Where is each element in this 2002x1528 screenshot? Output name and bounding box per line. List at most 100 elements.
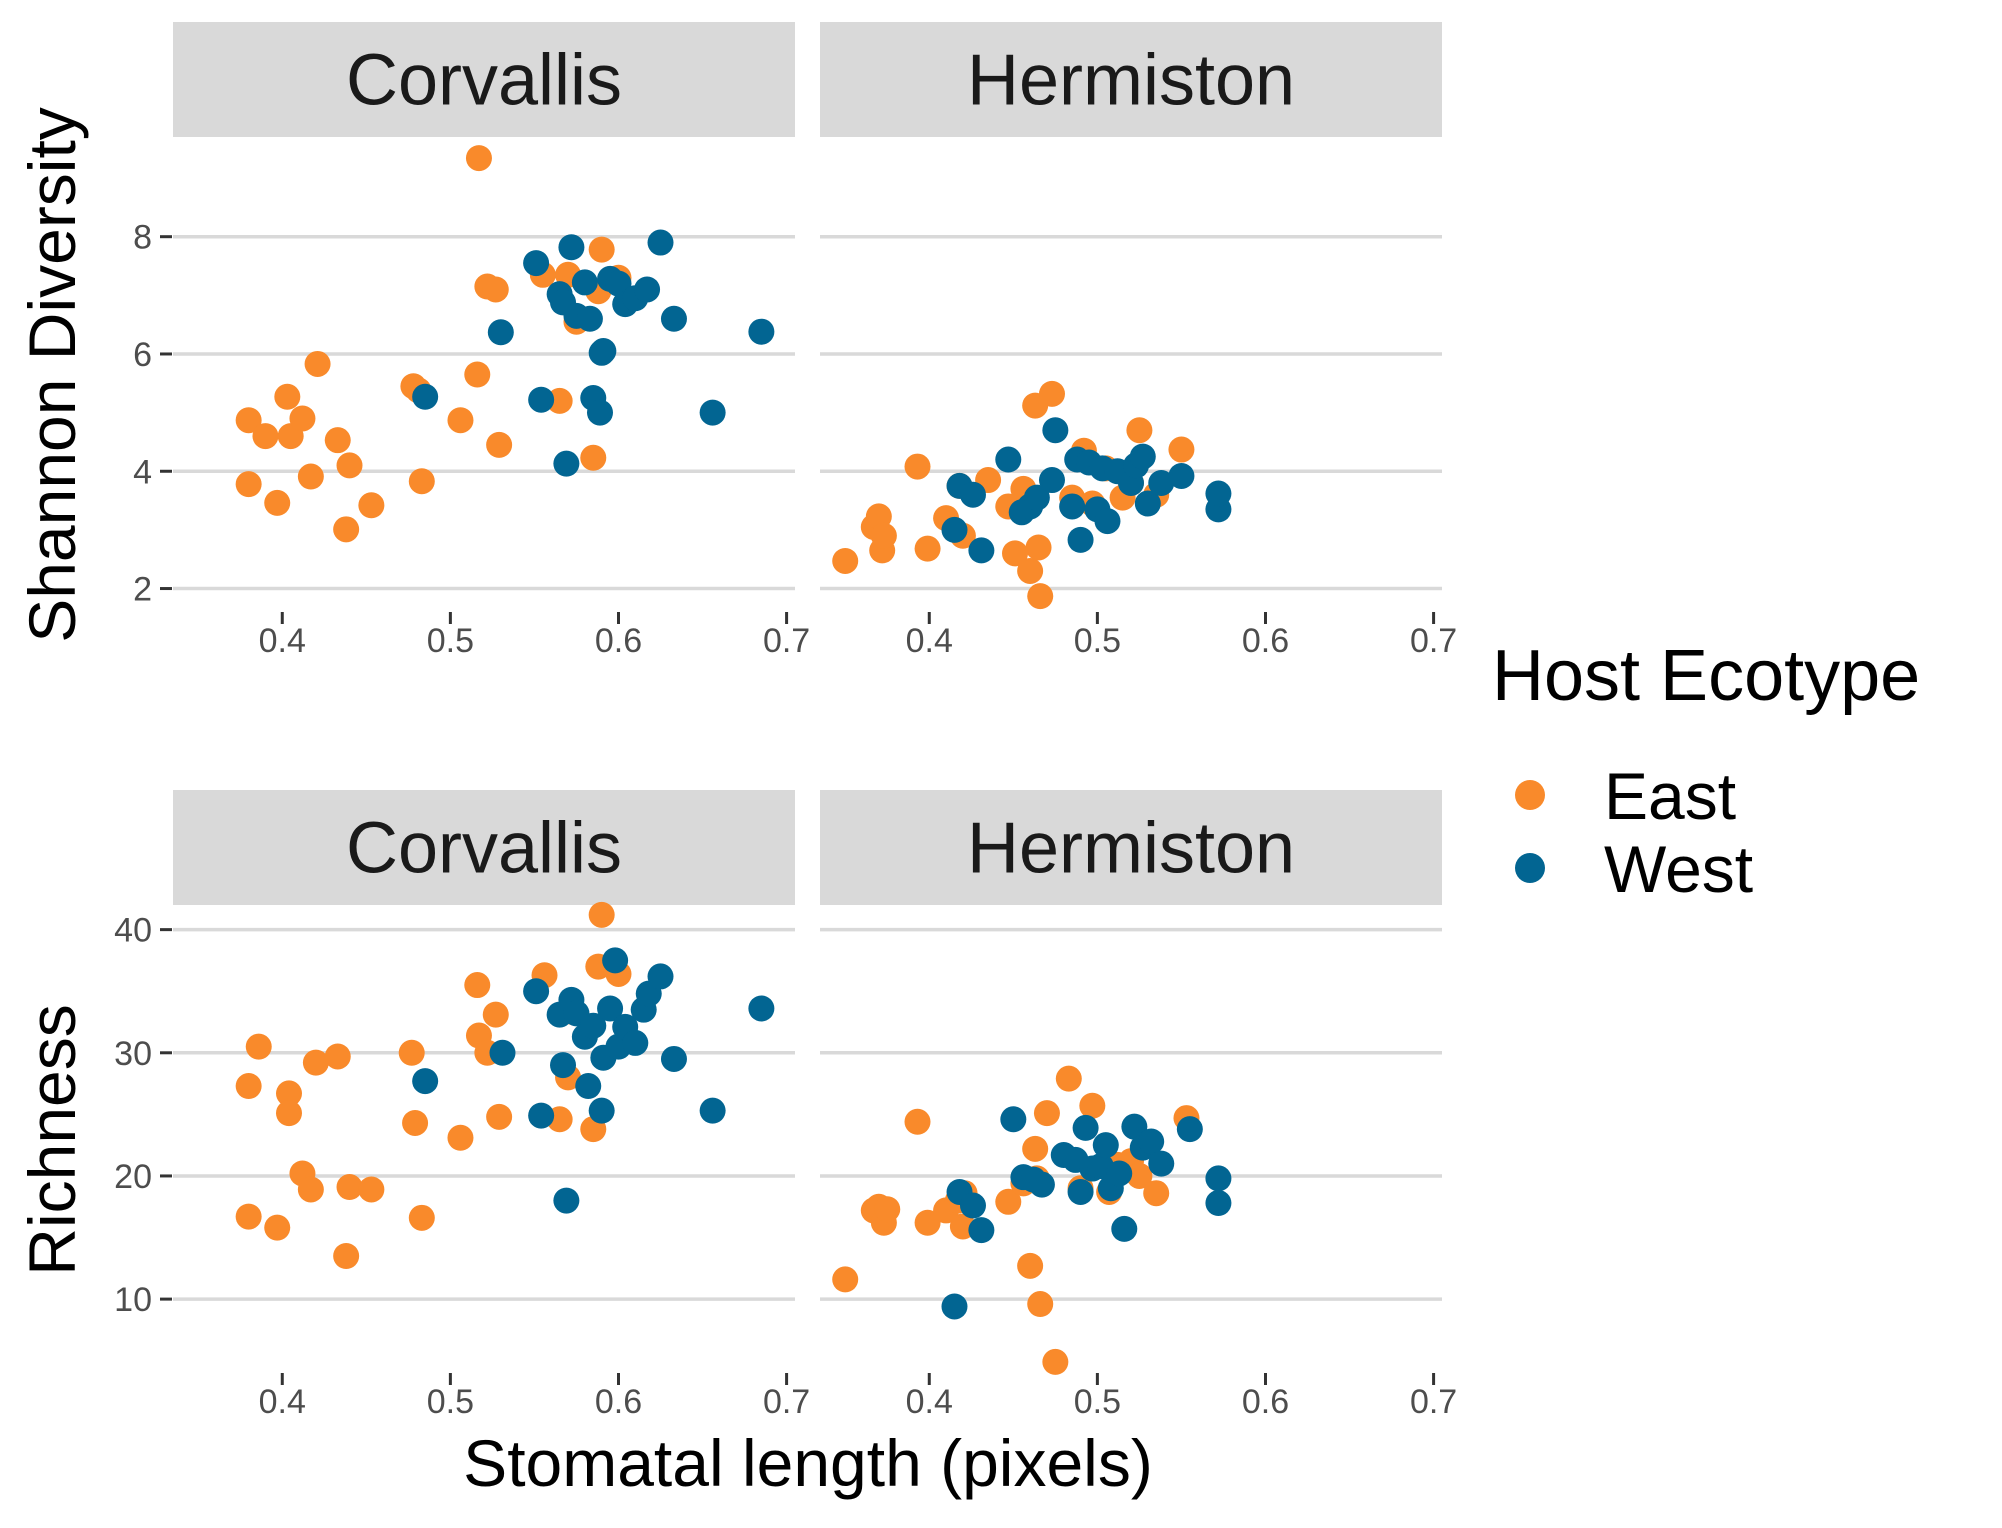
point-west — [1106, 1160, 1133, 1187]
x-tick-label: 0.6 — [1242, 622, 1289, 660]
y-tick-label: 10 — [114, 1281, 152, 1319]
point-east — [235, 1073, 262, 1100]
point-west — [528, 1102, 555, 1129]
facet-strip-label: Hermiston — [967, 41, 1295, 121]
point-west — [1168, 462, 1195, 489]
point-west — [1121, 1113, 1148, 1140]
point-west — [1067, 526, 1094, 553]
x-tick-label: 0.5 — [427, 622, 474, 660]
facet-strip-label: Corvallis — [346, 41, 622, 121]
y-tick-label: 2 — [133, 571, 152, 609]
legend-label-west: West — [1604, 832, 1753, 906]
point-east — [235, 407, 262, 434]
point-west — [590, 338, 617, 365]
point-east — [402, 1109, 429, 1136]
point-east — [482, 276, 509, 303]
point-west — [660, 305, 687, 332]
point-east — [1017, 557, 1044, 584]
point-east — [832, 547, 859, 574]
point-west — [1072, 1114, 1099, 1141]
legend: Host Ecotype East West — [1492, 636, 1920, 906]
point-west — [1028, 1171, 1055, 1198]
point-west — [1148, 1150, 1175, 1177]
point-west — [597, 995, 624, 1022]
point-east — [482, 1001, 509, 1028]
x-tick-label: 0.6 — [1242, 1383, 1289, 1421]
point-west — [748, 995, 775, 1022]
point-west — [660, 1045, 687, 1072]
point-west — [941, 1293, 968, 1320]
point-east — [1055, 1065, 1082, 1092]
point-east — [486, 431, 513, 458]
point-east — [333, 516, 360, 543]
point-east — [408, 1204, 435, 1231]
point-west — [523, 978, 550, 1005]
point-west — [489, 1039, 516, 1066]
point-east — [304, 350, 331, 377]
point-west — [588, 1097, 615, 1124]
point-east — [486, 1103, 513, 1130]
point-west — [959, 1192, 986, 1219]
legend-title: Host Ecotype — [1492, 636, 1920, 716]
point-west — [1134, 490, 1161, 517]
facet-strip — [173, 22, 795, 137]
point-west — [605, 270, 632, 297]
x-tick-label: 0.7 — [1410, 1383, 1457, 1421]
point-east — [336, 1174, 363, 1201]
point-east — [904, 453, 931, 480]
y-tick-label: 40 — [114, 912, 152, 950]
point-west — [959, 481, 986, 508]
point-west — [1067, 1178, 1094, 1205]
facet-panel: Hermiston 0.4 0.5 0.6 0.7 — [820, 22, 1457, 660]
point-east — [832, 1266, 859, 1293]
point-east — [546, 387, 573, 414]
x-tick-label: 0.6 — [595, 1383, 642, 1421]
x-tick-label: 0.4 — [259, 622, 306, 660]
point-east — [324, 427, 351, 454]
point-west — [1138, 1128, 1165, 1155]
point-west — [575, 1073, 602, 1100]
facet-panel: Hermiston 0.4 0.5 0.6 0.7 — [820, 790, 1457, 1421]
x-tick-label: 0.4 — [259, 1383, 306, 1421]
point-west — [580, 1012, 607, 1039]
point-east — [464, 972, 491, 999]
point-east — [447, 407, 474, 434]
point-east — [588, 901, 615, 928]
point-east — [1038, 380, 1065, 407]
point-west — [1205, 1190, 1232, 1217]
point-west — [576, 305, 603, 332]
point-east — [1126, 417, 1153, 444]
point-east — [465, 145, 492, 172]
point-west — [647, 229, 674, 256]
y-axis-title: Richness — [15, 1004, 89, 1275]
point-west — [941, 516, 968, 543]
point-west — [586, 399, 613, 426]
legend-label-east: East — [1604, 759, 1736, 833]
point-west — [1205, 480, 1232, 507]
point-west — [995, 446, 1022, 473]
point-west — [1092, 1132, 1119, 1159]
point-west — [1042, 417, 1069, 444]
point-east — [289, 405, 316, 432]
point-east — [1025, 534, 1052, 561]
y-tick-label: 8 — [133, 219, 152, 257]
panels-layer: Shannon Diversity 2 4 6 8 Corvallis 0.4 0.5 0.6 0… — [15, 22, 1457, 1421]
point-east — [870, 522, 897, 549]
facet-strip — [820, 790, 1442, 905]
x-tick-label: 0.5 — [1074, 1383, 1121, 1421]
point-west — [1038, 467, 1065, 494]
legend-key-west — [1515, 853, 1545, 883]
point-east — [275, 1080, 302, 1107]
x-tick-label: 0.5 — [427, 1383, 474, 1421]
point-west — [748, 318, 775, 345]
point-east — [252, 423, 279, 450]
point-east — [914, 535, 941, 562]
point-east — [408, 468, 435, 495]
point-west — [553, 1187, 580, 1214]
point-west — [1059, 493, 1086, 520]
point-east — [297, 1176, 324, 1203]
point-east — [588, 236, 615, 263]
point-east — [464, 361, 491, 388]
point-east — [995, 1188, 1022, 1215]
point-west — [523, 250, 550, 277]
